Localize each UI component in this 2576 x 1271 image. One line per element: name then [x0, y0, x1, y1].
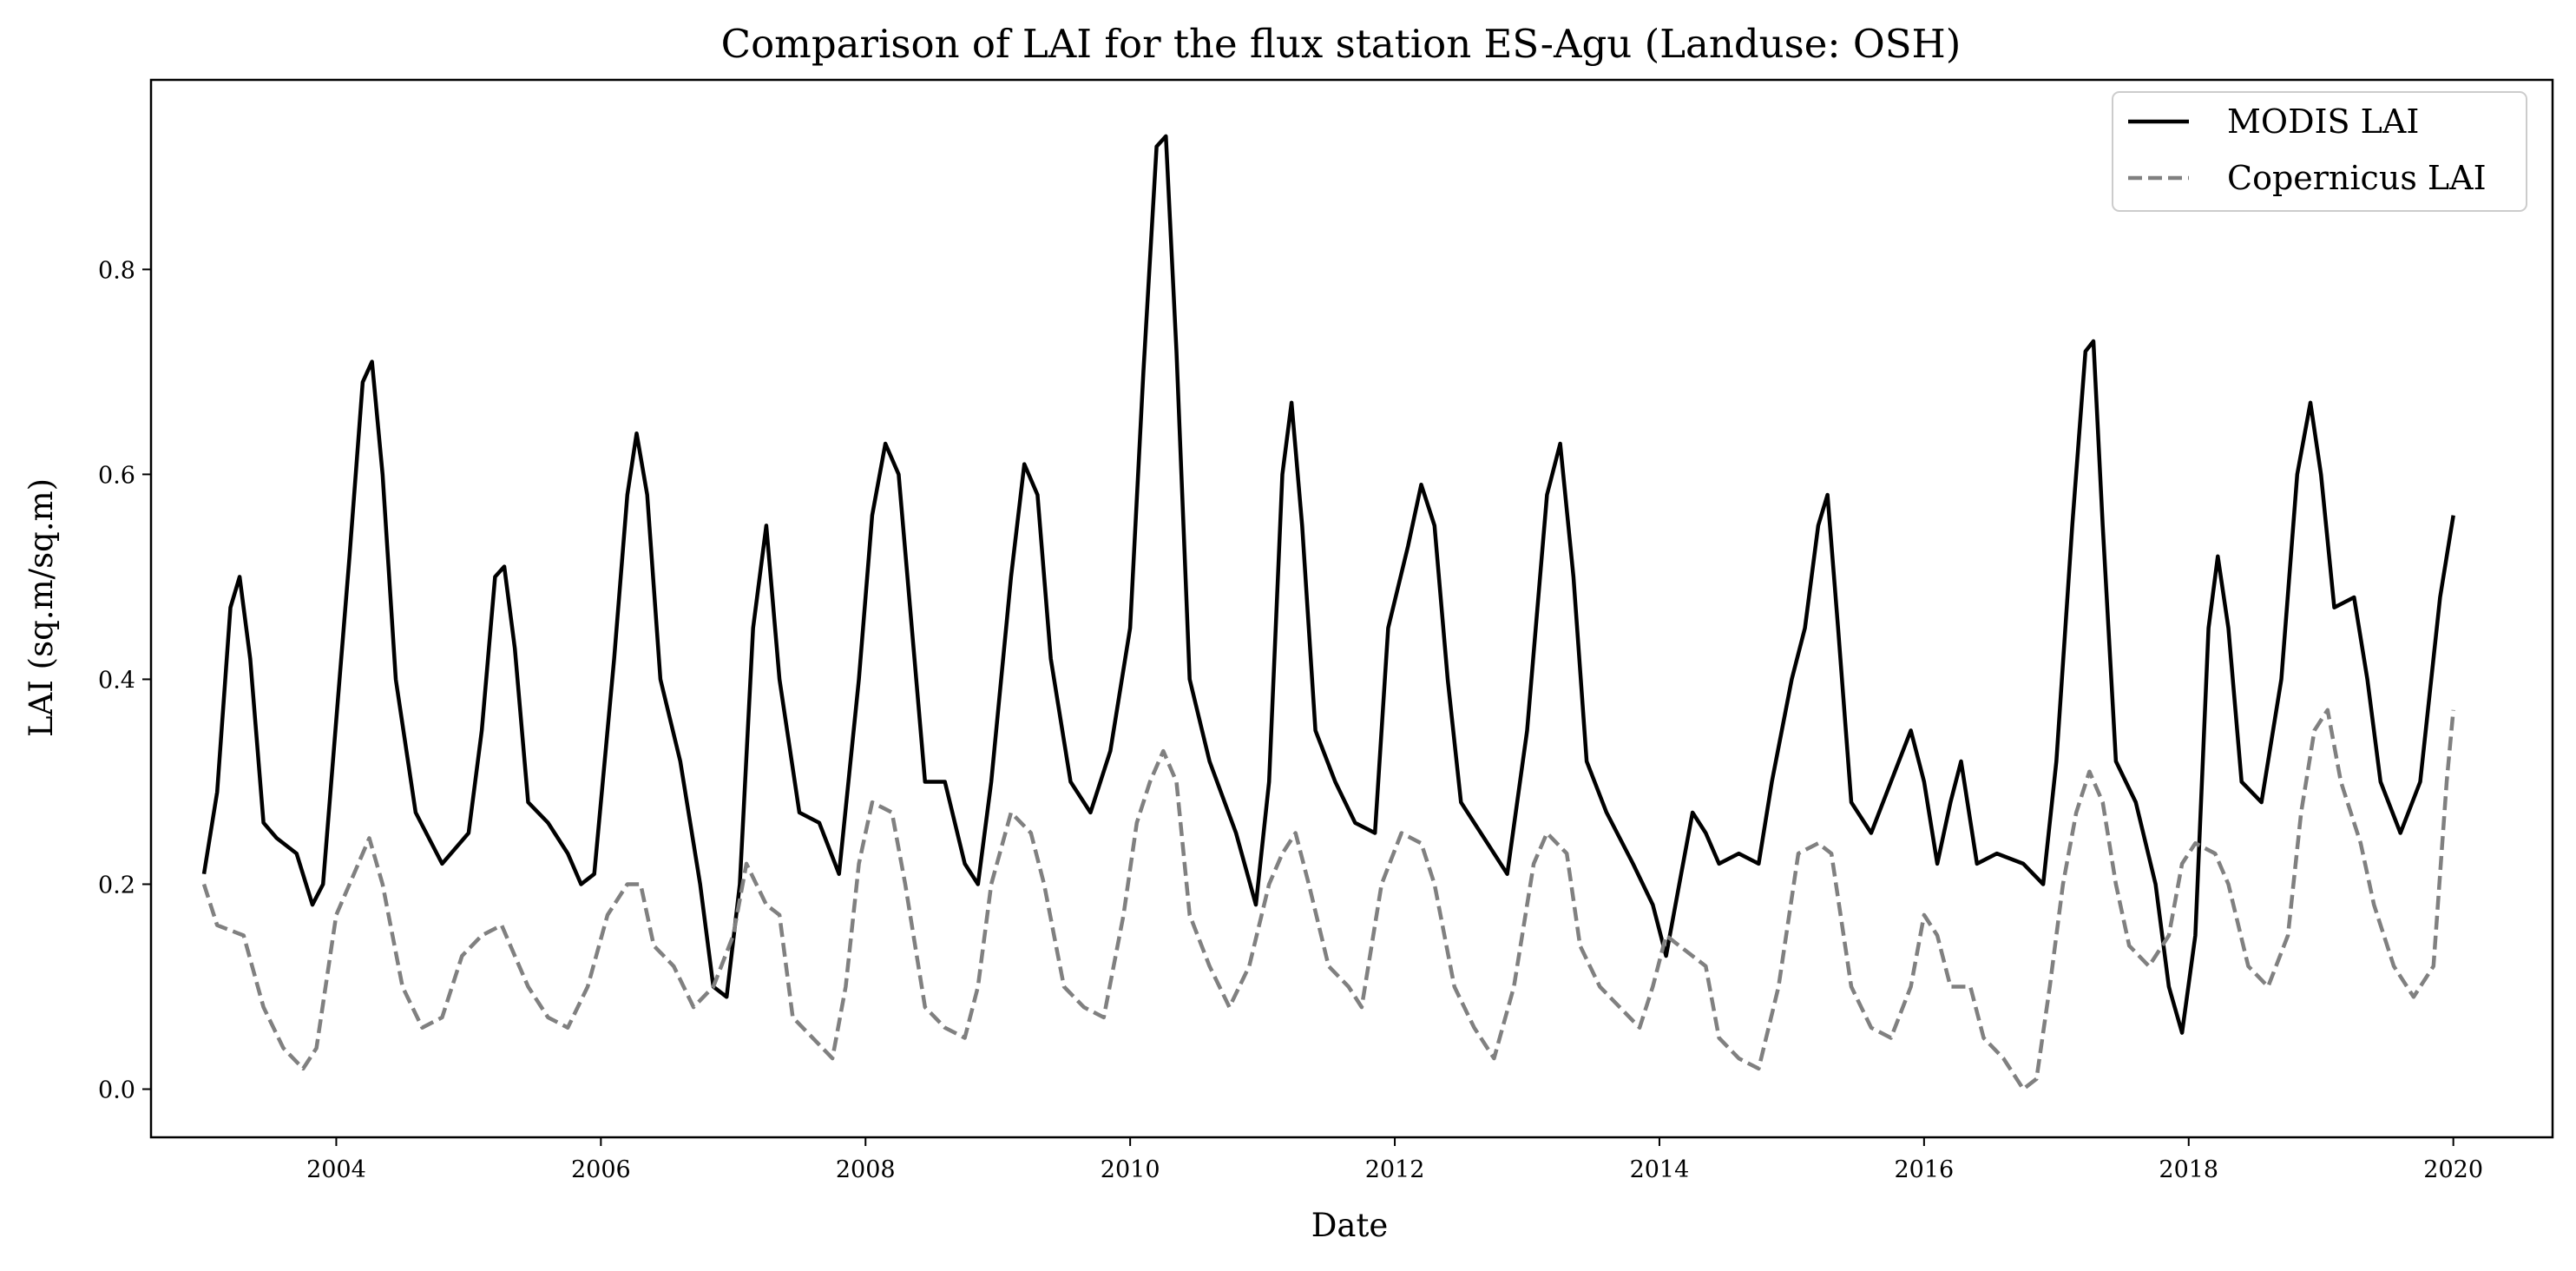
- series-line-0: [201, 134, 2455, 1035]
- y-axis-label: LAI (sq.m/sq.m): [23, 478, 60, 737]
- plot-lines: [201, 134, 2455, 1091]
- chart-title: Comparison of LAI for the flux station E…: [721, 21, 1962, 67]
- x-tick-label: 2006: [571, 1156, 631, 1183]
- legend-box: [2112, 91, 2527, 212]
- x-tick-label: 2016: [1894, 1156, 1954, 1183]
- legend-label-modis: MODIS LAI: [2227, 102, 2419, 141]
- plot-frame: [149, 78, 2554, 1139]
- x-tick-label: 2008: [836, 1156, 896, 1183]
- series-line-1: [201, 708, 2455, 1091]
- y-tick-label: 0.2: [98, 872, 135, 899]
- x-tick-label: 2010: [1101, 1156, 1160, 1183]
- legend: MODIS LAI Copernicus LAI: [2112, 91, 2527, 212]
- x-tick-label: 2012: [1365, 1156, 1425, 1183]
- x-tick-label: 2014: [1630, 1156, 1690, 1183]
- x-tick-label: 2018: [2159, 1156, 2218, 1183]
- y-axis-ticks: 0.0 0.2 0.4 0.6 0.8: [98, 257, 151, 1104]
- y-tick-label: 0.4: [98, 667, 135, 694]
- legend-label-copernicus: Copernicus LAI: [2227, 159, 2487, 197]
- x-axis-label: Date: [1311, 1207, 1389, 1244]
- y-tick-label: 0.8: [98, 257, 135, 284]
- x-tick-label: 2004: [306, 1156, 366, 1183]
- x-tick-label: 2020: [2423, 1156, 2483, 1183]
- y-tick-label: 0.6: [98, 462, 135, 489]
- y-tick-label: 0.0: [98, 1077, 135, 1104]
- x-axis-ticks: 2004 2006 2008 2010 2012 2014 2016 2018 2020: [306, 1137, 2483, 1183]
